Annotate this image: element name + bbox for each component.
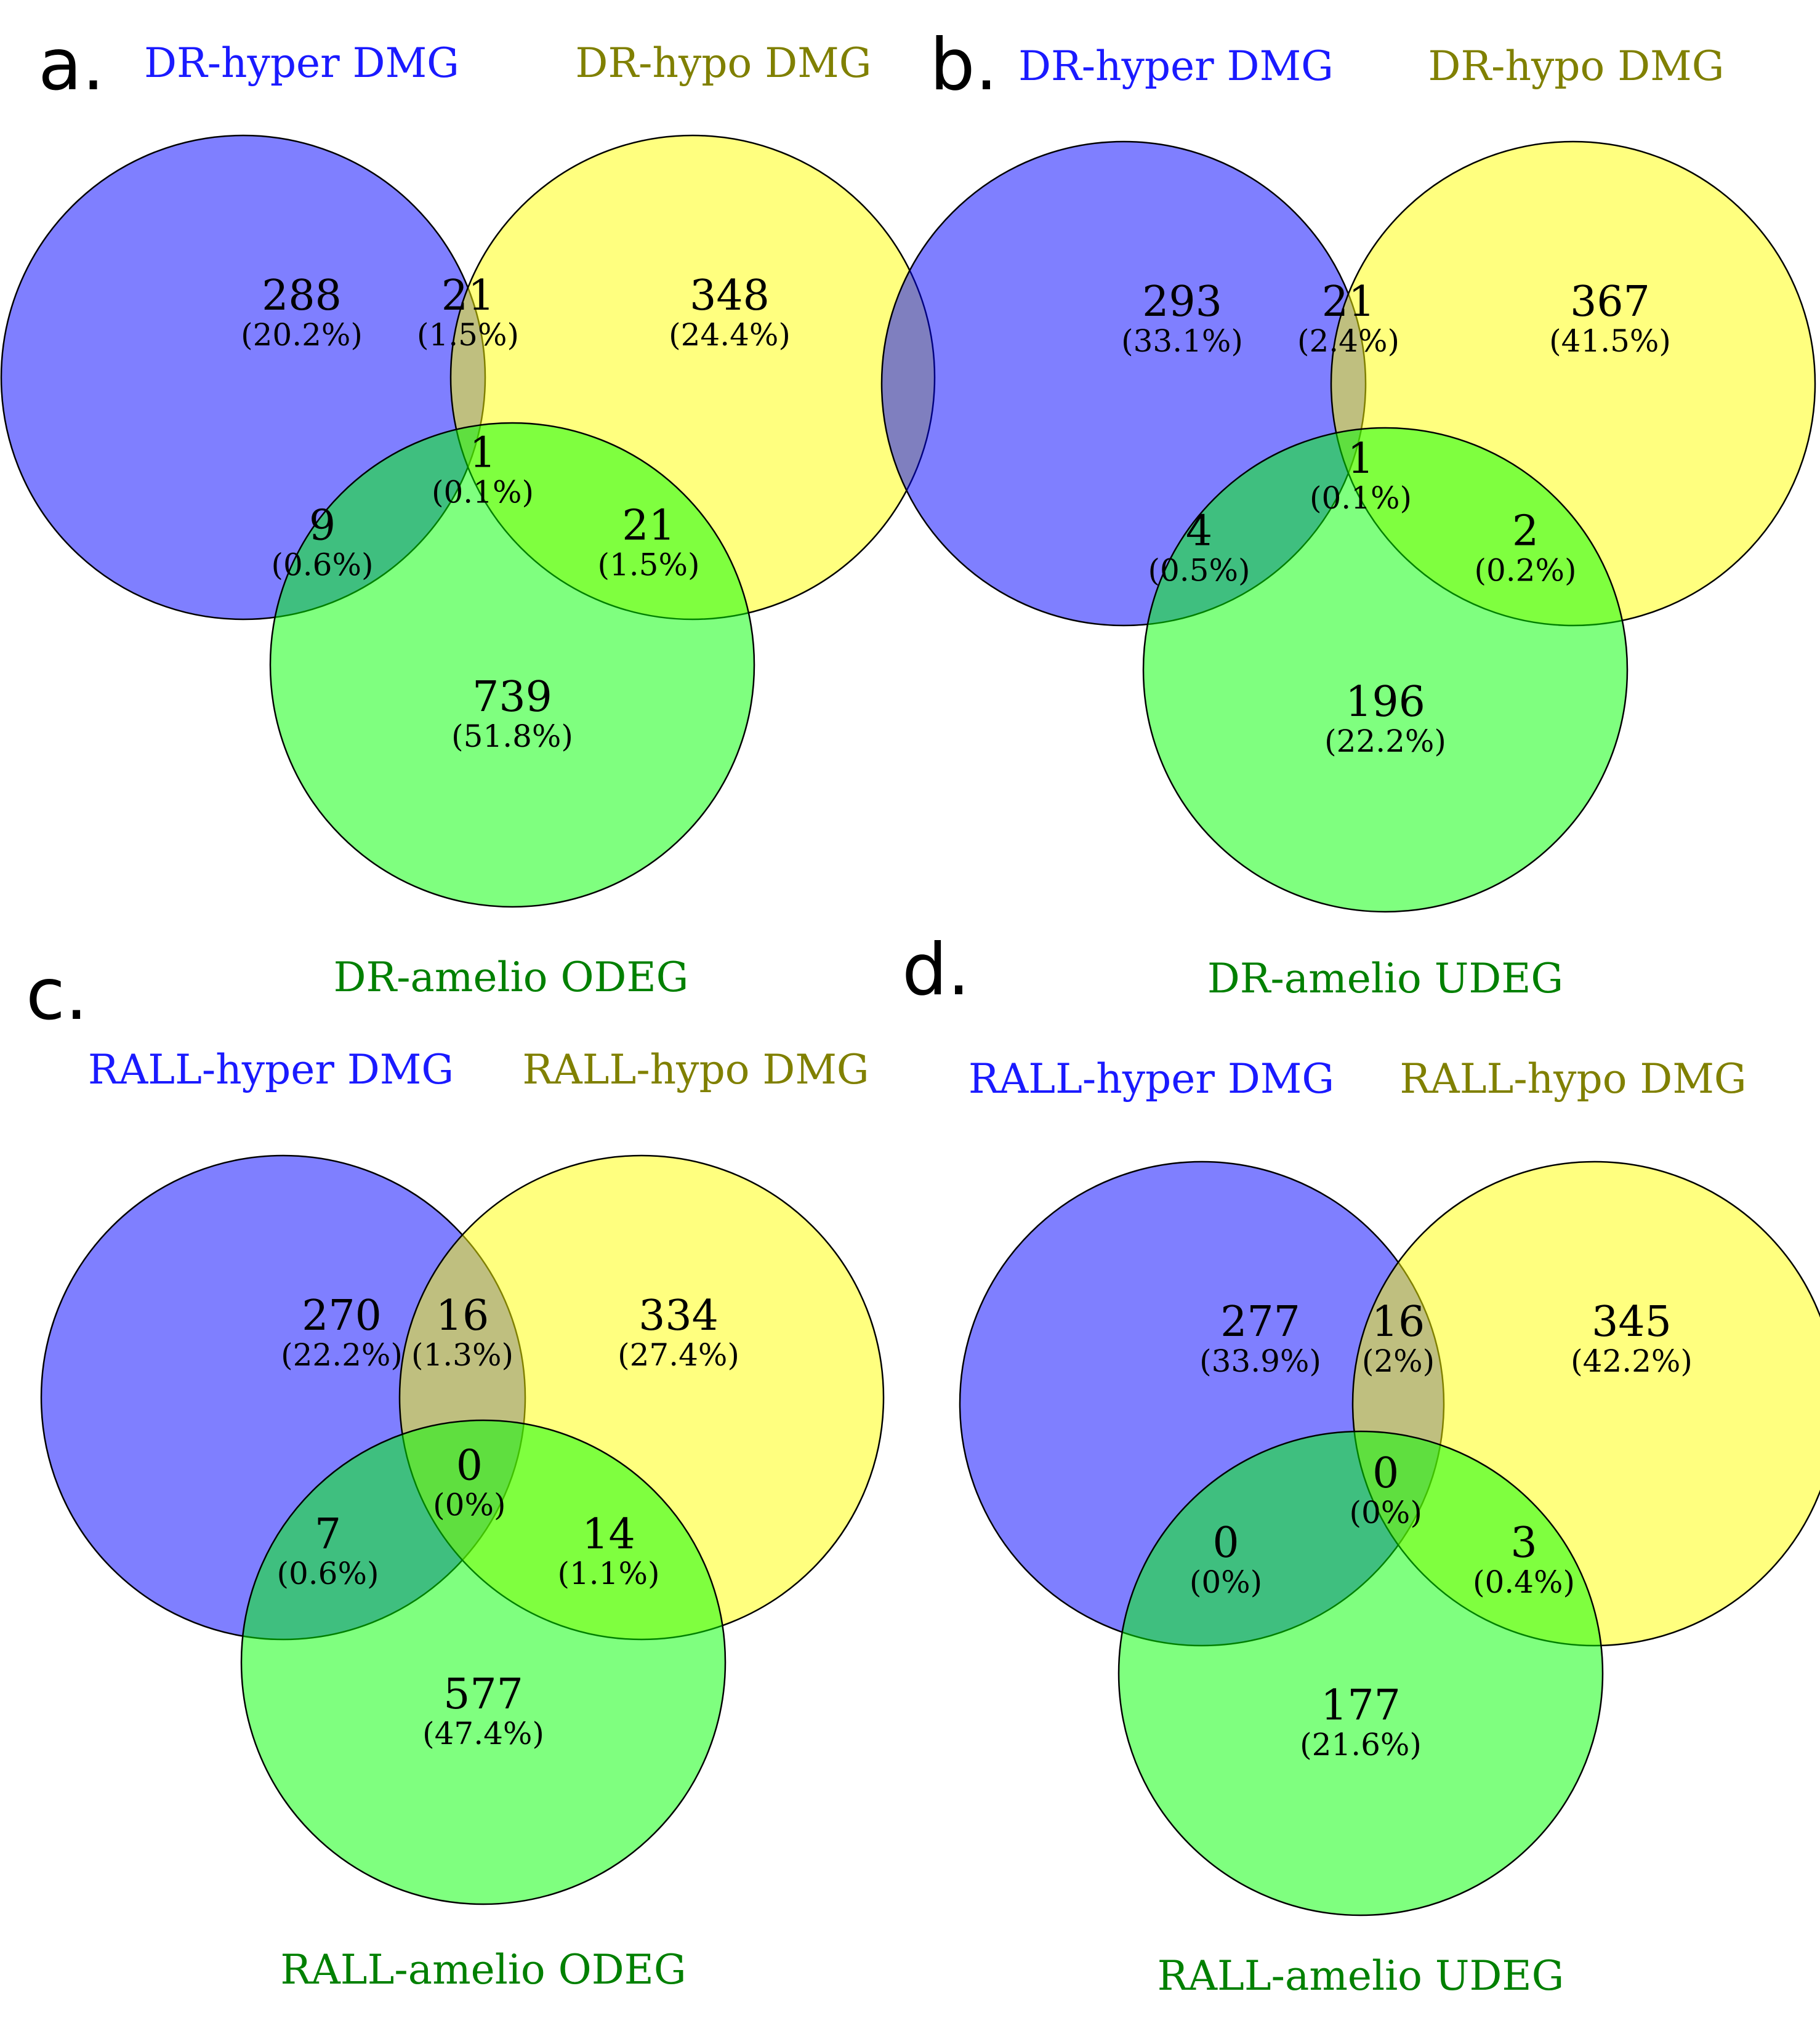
region-pct-ac: (0%) bbox=[1190, 1564, 1262, 1600]
set-label: RALL-hypo DMG bbox=[1399, 1055, 1746, 1103]
set-c-circle bbox=[269, 422, 755, 908]
panel-letter: b. bbox=[930, 23, 998, 107]
region-pct-a-only: (20.2%) bbox=[241, 317, 363, 353]
region-count-b-only: 348 bbox=[690, 271, 770, 320]
set-label: RALL-amelio ODEG bbox=[280, 1946, 686, 1993]
region-pct-b-only: (24.4%) bbox=[669, 317, 791, 353]
region-count-ab: 21 bbox=[1322, 278, 1375, 326]
region-pct-a-only: (33.9%) bbox=[1199, 1343, 1321, 1379]
panel-letter: d. bbox=[902, 928, 970, 1011]
region-pct-a-only: (22.2%) bbox=[281, 1337, 403, 1373]
region-pct-bc: (1.5%) bbox=[597, 547, 699, 583]
set-label: DR-hypo DMG bbox=[576, 39, 872, 87]
region-pct-c-only: (51.8%) bbox=[451, 718, 573, 754]
region-pct-ac: (0.5%) bbox=[1148, 553, 1250, 589]
region-count-ab: 21 bbox=[441, 271, 495, 320]
region-pct-ab: (1.3%) bbox=[411, 1337, 513, 1373]
region-pct-bc: (0.2%) bbox=[1474, 553, 1576, 589]
set-label: DR-hypo DMG bbox=[1428, 42, 1725, 90]
region-pct-ac: (0.6%) bbox=[276, 1556, 379, 1591]
region-count-ac: 0 bbox=[1212, 1519, 1239, 1567]
set-c-circle bbox=[1117, 1430, 1604, 1916]
region-count-ac: 4 bbox=[1186, 507, 1212, 556]
region-count-c-only: 577 bbox=[443, 1670, 523, 1719]
region-pct-b-only: (42.2%) bbox=[1571, 1343, 1693, 1379]
set-label: RALL-amelio UDEG bbox=[1158, 1952, 1564, 2000]
region-count-a-only: 270 bbox=[302, 1292, 382, 1340]
region-count-bc: 14 bbox=[582, 1510, 635, 1559]
region-count-ac: 9 bbox=[309, 502, 336, 550]
region-count-abc: 0 bbox=[456, 1441, 483, 1490]
region-count-abc: 1 bbox=[1347, 435, 1374, 483]
panel-letter: a. bbox=[38, 23, 105, 107]
region-count-c-only: 196 bbox=[1345, 678, 1425, 726]
region-count-ac: 7 bbox=[315, 1510, 341, 1559]
set-label: RALL-hypo DMG bbox=[522, 1046, 869, 1093]
region-pct-ab: (2.4%) bbox=[1297, 323, 1399, 359]
panel-letter: c. bbox=[26, 953, 88, 1036]
region-pct-a-only: (33.1%) bbox=[1121, 323, 1243, 359]
region-pct-bc: (0.4%) bbox=[1473, 1564, 1575, 1600]
region-count-a-only: 277 bbox=[1220, 1298, 1300, 1346]
region-pct-abc: (0.1%) bbox=[432, 475, 534, 510]
set-label: RALL-hyper DMG bbox=[88, 1046, 454, 1093]
region-pct-ab: (1.5%) bbox=[417, 317, 519, 353]
set-label: DR-hyper DMG bbox=[1018, 42, 1334, 90]
region-count-b-only: 367 bbox=[1570, 278, 1650, 326]
region-pct-b-only: (41.5%) bbox=[1549, 323, 1671, 359]
region-pct-c-only: (22.2%) bbox=[1324, 723, 1446, 759]
region-count-bc: 21 bbox=[622, 502, 675, 550]
set-c-circle bbox=[240, 1419, 727, 1905]
region-count-abc: 0 bbox=[1372, 1449, 1399, 1498]
region-count-b-only: 334 bbox=[638, 1292, 719, 1340]
region-count-c-only: 177 bbox=[1321, 1681, 1401, 1730]
region-count-b-only: 345 bbox=[1592, 1298, 1672, 1346]
region-count-ab: 16 bbox=[436, 1292, 489, 1340]
region-count-bc: 3 bbox=[1510, 1519, 1537, 1567]
venn-panel-d: d. RALL-hyper DMG RALL-hypo DMG RALL-amelio… bbox=[902, 928, 1820, 2000]
region-pct-abc: (0%) bbox=[433, 1487, 505, 1522]
venn-panel-c: c.RALL-hyper DMG RALL-hypo DMG RALL-amelio… bbox=[26, 953, 885, 1993]
region-pct-c-only: (21.6%) bbox=[1300, 1727, 1422, 1763]
set-label: DR-amelio UDEG bbox=[1207, 955, 1563, 1002]
region-pct-abc: (0.1%) bbox=[1310, 480, 1412, 516]
region-pct-bc: (1.1%) bbox=[557, 1556, 659, 1591]
venn-panel-b: b. DR-hyper DMG DR-hypo DMG DR-amelio UDEG 2… bbox=[880, 23, 1816, 1002]
region-pct-ac: (0.6%) bbox=[271, 547, 373, 583]
set-c-circle bbox=[1142, 427, 1629, 913]
region-count-a-only: 293 bbox=[1142, 278, 1222, 326]
region-pct-b-only: (27.4%) bbox=[618, 1337, 739, 1373]
set-label: DR-hyper DMG bbox=[144, 39, 459, 87]
region-count-a-only: 288 bbox=[262, 271, 342, 320]
set-label: RALL-hyper DMG bbox=[968, 1055, 1334, 1103]
set-label: DR-amelio ODEG bbox=[334, 954, 689, 1001]
region-pct-ab: (2%) bbox=[1362, 1343, 1435, 1379]
region-count-ab: 16 bbox=[1372, 1298, 1425, 1346]
region-pct-c-only: (47.4%) bbox=[422, 1716, 544, 1751]
region-count-c-only: 739 bbox=[472, 673, 552, 722]
region-count-abc: 1 bbox=[469, 429, 496, 478]
venn-panel-a: a. DR-hyper DMG DR-hypo DMG DR-amelio ODEG 2… bbox=[0, 23, 936, 1001]
region-pct-abc: (0%) bbox=[1349, 1495, 1422, 1530]
region-count-bc: 2 bbox=[1512, 507, 1539, 556]
